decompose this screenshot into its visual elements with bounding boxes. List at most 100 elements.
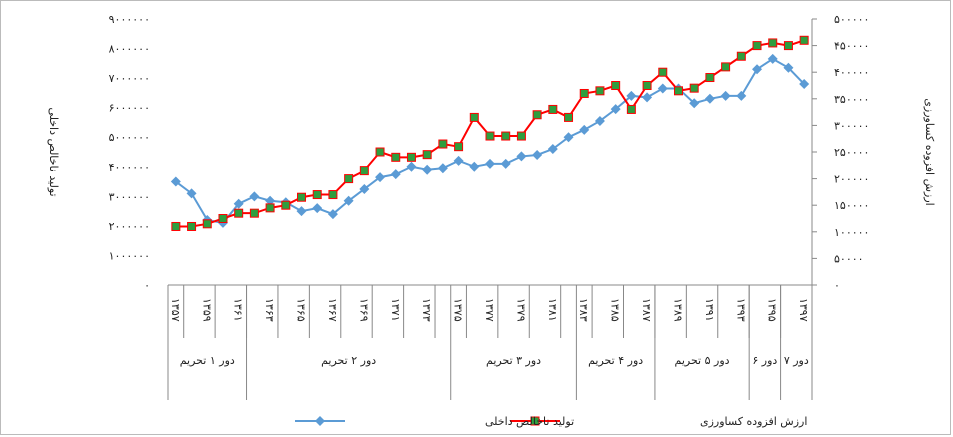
point bbox=[485, 158, 495, 169]
point bbox=[327, 209, 338, 220]
x-tick-label: ۱۳۵۷ bbox=[169, 298, 182, 322]
x-tick-label: ۱۳۵۹ bbox=[200, 298, 213, 322]
x-tick-label: ۱۳۶۱ bbox=[232, 298, 245, 322]
point bbox=[297, 192, 307, 202]
point bbox=[422, 164, 433, 175]
x-tick-label: ۱۳۶۵ bbox=[295, 298, 308, 322]
point bbox=[469, 112, 479, 122]
point bbox=[752, 64, 763, 75]
point bbox=[516, 131, 526, 141]
point bbox=[249, 191, 260, 202]
point bbox=[579, 124, 590, 135]
point bbox=[658, 67, 668, 77]
point bbox=[783, 41, 793, 51]
y2-axis-title: ارزش افزوده کساورزی bbox=[923, 98, 936, 205]
x-tick-label: ۱۳۹۳ bbox=[734, 298, 747, 322]
point bbox=[721, 62, 731, 72]
point bbox=[390, 169, 401, 180]
point bbox=[673, 86, 683, 96]
point bbox=[453, 155, 464, 166]
point bbox=[233, 198, 244, 209]
x-tick-label: ۱۳۸۹ bbox=[671, 298, 684, 322]
point bbox=[689, 83, 699, 93]
point bbox=[359, 183, 370, 194]
point bbox=[799, 35, 809, 45]
point bbox=[375, 172, 386, 183]
point bbox=[437, 163, 448, 174]
y2-tick-label: ۴۰۰۰۰۰ bbox=[834, 66, 869, 79]
y-tick-label: ۷۰۰۰۰۰۰ bbox=[109, 72, 150, 85]
y-tick-label: ۲۰۰۰۰۰۰ bbox=[109, 220, 150, 233]
point bbox=[422, 150, 432, 160]
y2-tick-label: ۳۰۰۰۰۰ bbox=[834, 119, 869, 132]
y2-tick-label: ۰ bbox=[834, 279, 840, 292]
x-tick-label: ۱۳۶۳ bbox=[263, 298, 276, 322]
x-tick-label: ۱۳۷۵ bbox=[452, 298, 465, 322]
point bbox=[595, 86, 605, 96]
point bbox=[516, 151, 527, 162]
point bbox=[391, 152, 401, 162]
group-label: دور ۲ تحریم bbox=[321, 353, 377, 367]
point bbox=[530, 416, 540, 426]
point bbox=[657, 83, 668, 94]
group-label: دور ۵ تحریم bbox=[674, 353, 730, 367]
point bbox=[642, 92, 653, 103]
point bbox=[218, 214, 228, 223]
point bbox=[642, 81, 652, 90]
point bbox=[610, 104, 621, 115]
y2-tick-label: ۱۵۰۰۰۰ bbox=[834, 199, 869, 212]
point bbox=[343, 195, 354, 206]
point bbox=[469, 161, 480, 172]
point bbox=[768, 38, 778, 48]
x-tick-label: ۱۳۷۳ bbox=[420, 298, 433, 322]
point bbox=[315, 416, 325, 426]
point bbox=[265, 203, 275, 213]
y2-tick-label: ۵۰۰۰۰۰ bbox=[834, 13, 869, 26]
point bbox=[296, 206, 307, 217]
point bbox=[626, 90, 637, 101]
point bbox=[579, 88, 589, 98]
point bbox=[594, 115, 605, 126]
point bbox=[736, 90, 747, 101]
legend-label: تولید ناخالص داخلی bbox=[485, 415, 574, 428]
point bbox=[454, 142, 464, 152]
point bbox=[312, 190, 322, 200]
x-tick-label: ۱۳۷۱ bbox=[389, 298, 402, 322]
y2-tick-label: ۴۵۰۰۰۰ bbox=[834, 40, 869, 53]
y-tick-label: ۶۰۰۰۰۰۰ bbox=[109, 102, 150, 115]
point bbox=[312, 203, 323, 214]
point bbox=[344, 174, 354, 184]
point bbox=[328, 190, 338, 200]
y-tick-label: ۳۰۰۰۰۰۰ bbox=[109, 190, 150, 203]
point bbox=[626, 104, 636, 114]
point bbox=[783, 62, 794, 73]
x-tick-label: ۱۳۸۵ bbox=[609, 298, 622, 322]
y2-tick-label: ۲۰۰۰۰۰ bbox=[834, 173, 869, 186]
x-tick-label: ۱۳۹۵ bbox=[766, 298, 779, 322]
group-label: دور ۶ bbox=[752, 353, 778, 367]
point bbox=[500, 158, 511, 169]
point bbox=[406, 161, 417, 172]
point bbox=[234, 208, 244, 218]
point bbox=[281, 200, 291, 210]
x-tick-label: ۱۳۹۷ bbox=[797, 298, 810, 322]
point bbox=[532, 110, 542, 120]
y2-tick-label: ۵۰۰۰۰ bbox=[834, 252, 864, 265]
point bbox=[564, 112, 574, 122]
group-label: دور ۴ تحریم bbox=[588, 353, 644, 367]
point bbox=[799, 79, 810, 90]
y-tick-label: ۱۰۰۰۰۰۰ bbox=[109, 249, 150, 262]
group-label: دور ۳ تحریم bbox=[486, 353, 542, 367]
x-tick-label: ۱۳۹۱ bbox=[703, 298, 716, 322]
point bbox=[171, 221, 181, 231]
x-tick-label: ۱۳۷۷ bbox=[483, 298, 496, 322]
x-tick-label: ۱۳۸۳ bbox=[577, 298, 590, 322]
group-label: دور ۷ bbox=[783, 353, 809, 367]
x-tick-label: ۱۳۸۱ bbox=[546, 298, 559, 322]
y-tick-label: ۵۰۰۰۰۰۰ bbox=[109, 131, 150, 144]
point bbox=[705, 73, 715, 83]
y-tick-label: ۴۰۰۰۰۰۰ bbox=[109, 161, 150, 174]
point bbox=[170, 176, 181, 187]
